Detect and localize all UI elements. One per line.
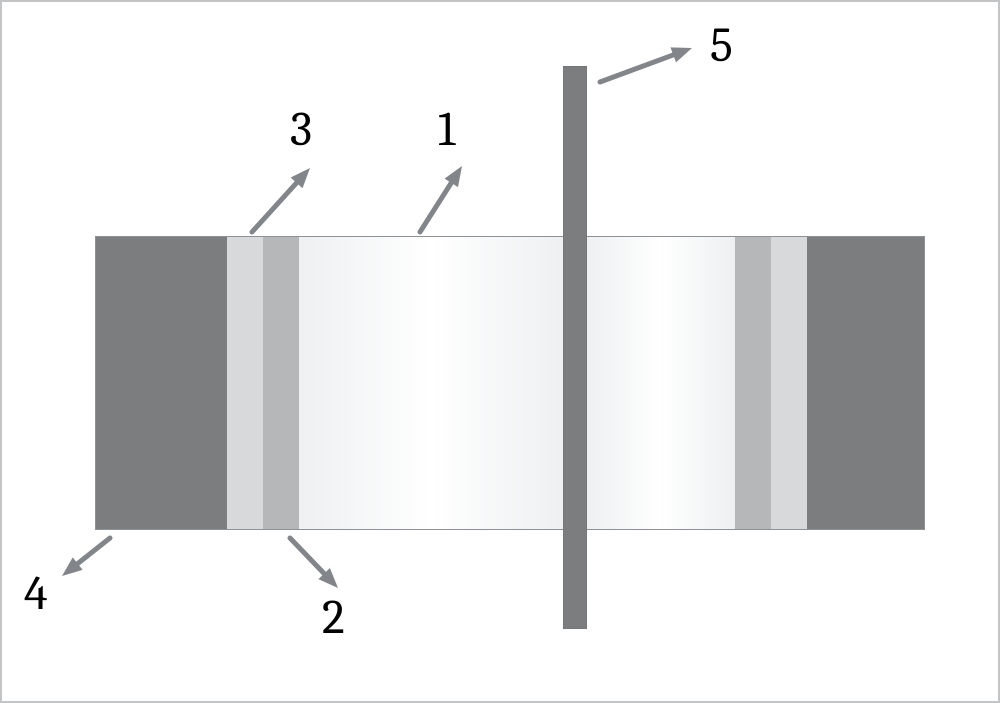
diagram-stage: 5 1 3 4 2 — [0, 0, 1000, 703]
label-4: 4 — [24, 566, 48, 621]
label-2: 2 — [322, 590, 345, 645]
label-1: 1 — [438, 102, 455, 157]
arrow-4 — [62, 538, 110, 576]
callout-arrows — [0, 0, 1000, 703]
arrow-1 — [420, 166, 462, 232]
label-5: 5 — [710, 18, 733, 73]
arrow-2 — [290, 538, 338, 588]
label-3: 3 — [290, 102, 312, 157]
arrow-3 — [252, 168, 310, 232]
arrow-5 — [600, 47, 692, 82]
